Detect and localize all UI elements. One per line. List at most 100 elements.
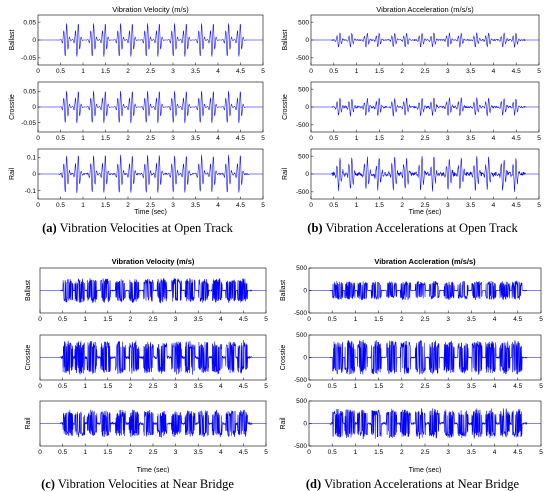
- caption-letter: (b): [307, 221, 323, 235]
- x-tick-label: 3: [174, 383, 178, 390]
- y-axis-label: Crosstie: [9, 94, 16, 120]
- y-tick-label: -0.1: [25, 188, 37, 195]
- y-axis-label: Rail: [25, 417, 32, 430]
- x-tick-label: 3.5: [466, 135, 475, 142]
- x-tick-label: 0: [307, 449, 311, 456]
- x-tick-label: 0.5: [56, 68, 65, 75]
- x-tick-label: 5: [261, 202, 265, 209]
- y-tick-label: 500: [298, 153, 309, 160]
- x-tick-label: 3.5: [466, 68, 475, 75]
- x-tick-label: 1: [355, 135, 359, 142]
- x-tick-label: 1.5: [101, 202, 110, 209]
- x-tick-label: 0.5: [56, 135, 65, 142]
- x-tick-label: 0: [38, 316, 42, 323]
- x-tick-label: 5: [264, 449, 268, 456]
- x-tick-label: 4: [219, 316, 223, 323]
- chart-panel-d: Vibration Accleration (m/s/s) 0 0.5 1 1.5 2 2.…: [275, 250, 550, 492]
- x-tick-label: 1: [354, 383, 358, 390]
- y-axis-label: Ballast: [280, 280, 287, 301]
- x-tick-label: 3: [171, 202, 175, 209]
- x-tick-label: 1.5: [103, 449, 112, 456]
- x-tick-label: 0: [38, 449, 42, 456]
- x-tick-label: 0.5: [329, 202, 338, 209]
- y-tick-label: -0.05: [21, 55, 36, 62]
- y-tick-label: 500: [296, 265, 307, 272]
- x-axis-label: Time (sec): [134, 209, 167, 216]
- caption-text: Vibration Accelerations at Open Track: [322, 221, 518, 235]
- x-axis-label: Time (sec): [409, 467, 442, 473]
- x-tick-label: 0.5: [328, 383, 337, 390]
- x-tick-label: 3.5: [191, 68, 200, 75]
- y-tick-label: -500: [296, 122, 309, 129]
- x-tick-label: 1: [355, 202, 359, 209]
- x-tick-label: 5: [539, 383, 543, 390]
- x-tick-label: 2: [126, 202, 130, 209]
- x-tick-label: 4.5: [236, 68, 245, 75]
- x-tick-label: 3.5: [191, 135, 200, 142]
- x-tick-label: 3.5: [194, 449, 203, 456]
- series-line-ballast: [38, 23, 263, 57]
- chart-panel-a: Vibration Velocity (m/s) 0 0.5 1 1.5 2 2.5 3 3.5…: [0, 0, 275, 235]
- y-tick-label: 0: [303, 288, 307, 295]
- x-tick-label: 0: [36, 135, 40, 142]
- x-tick-label: 3: [446, 316, 450, 323]
- x-tick-label: 1.5: [101, 68, 110, 75]
- caption-letter: (a): [42, 221, 57, 235]
- x-tick-label: 4.5: [513, 316, 522, 323]
- caption-text: Vibration Velocities at Open Track: [56, 221, 233, 235]
- y-tick-label: 0: [305, 104, 309, 111]
- chart-panel-c: Vibration Velocity (m/s) 0 0.5 1 1.5 2 2.5 3 3.5…: [0, 250, 275, 492]
- x-tick-label: 4: [493, 449, 497, 456]
- y-axis-label: Crosstie: [282, 94, 289, 120]
- x-tick-label: 1.5: [101, 135, 110, 142]
- series-line-ballast: [309, 280, 541, 301]
- y-tick-label: 500: [298, 86, 309, 93]
- x-tick-label: 4.5: [239, 383, 248, 390]
- x-tick-label: 3.5: [194, 316, 203, 323]
- caption-text: Vibration Velocities at Near Bridge: [54, 477, 234, 491]
- x-tick-label: 2.5: [420, 68, 429, 75]
- y-tick-label: -500: [294, 443, 307, 450]
- chart-svg-b: Vibration Acceleration (m/s/s) 0 0.5 1 1.5 2 2…: [282, 5, 541, 216]
- x-tick-label: 1: [354, 316, 358, 323]
- x-tick-label: 0.5: [329, 135, 338, 142]
- x-tick-label: 2: [126, 135, 130, 142]
- x-tick-label: 3: [446, 449, 450, 456]
- caption-letter: (d): [305, 477, 322, 491]
- x-tick-label: 1.5: [375, 135, 384, 142]
- x-tick-label: 2.5: [146, 202, 155, 209]
- y-axis-label: Crosstie: [280, 345, 287, 371]
- x-tick-label: 4: [493, 383, 497, 390]
- figure-caption: (d) Vibration Accelerations at Near Brid…: [275, 477, 550, 492]
- x-tick-label: 0.5: [58, 383, 67, 390]
- y-tick-label: 0.05: [23, 19, 36, 26]
- x-tick-label: 2: [129, 383, 133, 390]
- chart-svg-a: Vibration Velocity (m/s) 0 0.5 1 1.5 2 2.5 3 3.5…: [9, 5, 265, 216]
- figure-caption: (a) Vibration Velocities at Open Track: [0, 221, 275, 236]
- x-tick-label: 4.5: [239, 316, 248, 323]
- chart-title: Vibration Velocity (m/s): [112, 5, 189, 14]
- series-line-ballast: [40, 277, 266, 304]
- x-tick-label: 3: [171, 135, 175, 142]
- x-tick-label: 2.5: [146, 68, 155, 75]
- x-tick-label: 5: [537, 135, 541, 142]
- chart-svg-d: Vibration Accleration (m/s/s) 0 0.5 1 1.5 2 2.…: [280, 257, 543, 474]
- x-tick-label: 4: [216, 135, 220, 142]
- x-tick-label: 2: [400, 316, 404, 323]
- chart-title: Vibration Accleration (m/s/s): [374, 257, 476, 266]
- x-tick-label: 2.5: [148, 316, 157, 323]
- x-tick-label: 4: [219, 449, 223, 456]
- x-tick-label: 3: [171, 68, 175, 75]
- x-tick-label: 2.5: [420, 202, 429, 209]
- x-tick-label: 0: [36, 68, 40, 75]
- chart-panel-b: Vibration Acceleration (m/s/s) 0 0.5 1 1.5 2 2…: [275, 0, 550, 235]
- x-axis-label: Time (sec): [409, 209, 442, 216]
- x-tick-label: 5: [261, 135, 265, 142]
- x-tick-label: 1: [354, 449, 358, 456]
- x-tick-label: 4: [492, 135, 496, 142]
- x-tick-label: 4.5: [513, 449, 522, 456]
- x-tick-label: 4.5: [512, 68, 521, 75]
- x-tick-label: 2: [129, 316, 133, 323]
- series-line-rail: [311, 156, 539, 192]
- y-tick-label: -500: [296, 189, 309, 196]
